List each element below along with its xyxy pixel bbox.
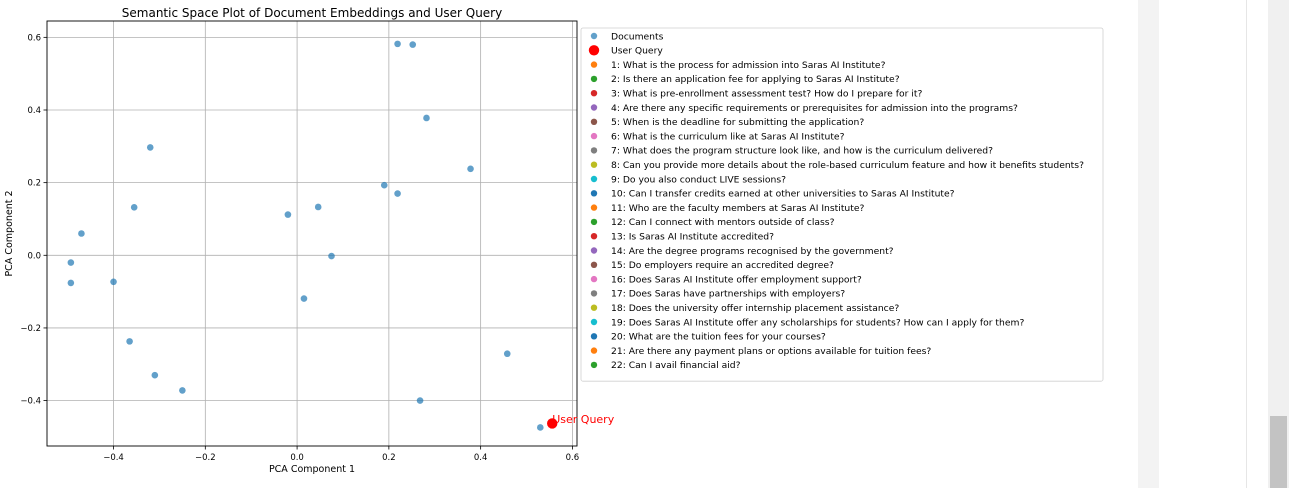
panel-gutter xyxy=(1138,0,1159,488)
x-axis-label: PCA Component 1 xyxy=(269,464,355,475)
user-query-annotation: User Query xyxy=(552,413,614,426)
document-point xyxy=(151,371,159,379)
document-point xyxy=(67,259,75,266)
legend-marker xyxy=(590,75,598,83)
legend-marker xyxy=(590,161,598,168)
legend-entry-label: 11: Who are the faculty members at Saras… xyxy=(611,203,865,214)
y-axis-label: PCA Component 2 xyxy=(4,190,15,276)
legend-marker xyxy=(590,204,598,211)
legend-entry-label: User Query xyxy=(611,46,663,57)
x-tick-label: 0.6 xyxy=(566,453,580,463)
legend-marker xyxy=(590,318,598,326)
y-tick-label: 0.2 xyxy=(27,179,41,189)
legend-marker xyxy=(590,104,598,111)
legend-marker xyxy=(590,247,598,254)
document-point xyxy=(146,144,154,151)
legend-entry-label: 3: What is pre-enrollment assessment tes… xyxy=(611,89,922,100)
document-point xyxy=(409,41,417,48)
legend-marker xyxy=(590,118,598,126)
legend-entry-label: 15: Do employers require an accredited d… xyxy=(611,260,834,271)
legend-entry-label: 5: When is the deadline for submitting t… xyxy=(611,117,864,128)
legend-marker xyxy=(588,45,600,56)
legend-marker xyxy=(590,132,598,140)
document-point xyxy=(467,165,474,173)
document-point xyxy=(328,252,335,260)
legend-entry-label: 18: Does the university offer internship… xyxy=(611,303,899,314)
y-tick-label: 0.4 xyxy=(27,106,41,116)
y-tick-label: −0.4 xyxy=(20,397,41,407)
document-point xyxy=(126,338,133,345)
axis-ticks: −0.4 −0.2 0.0 0.2 0.4 0.6 −0.4 −0.2 0.0 0.2 0.4 0.6 xyxy=(20,33,579,463)
legend-entry-label: 17: Does Saras have partnerships with em… xyxy=(611,289,845,300)
panel-divider xyxy=(1246,0,1247,488)
x-tick-label: −0.4 xyxy=(103,453,124,463)
legend-entry-label: 9: Do you also conduct LIVE sessions? xyxy=(611,174,786,185)
legend-entry-label: 4: Are there any specific requirements o… xyxy=(611,103,1018,114)
legend-entry-label: Documents xyxy=(611,31,664,42)
legend-entry-label: 1: What is the process for admission int… xyxy=(611,60,886,71)
grid-lines xyxy=(47,21,577,446)
legend-marker xyxy=(590,333,598,340)
legend-entry-label: 16: Does Saras AI Institute offer employ… xyxy=(611,274,862,285)
document-point xyxy=(423,114,430,122)
document-point xyxy=(284,211,292,218)
document-point xyxy=(130,204,138,211)
document-point xyxy=(67,279,75,287)
document-point xyxy=(503,350,511,358)
plot-area-frame xyxy=(46,20,578,447)
legend-box xyxy=(580,27,1104,382)
document-point xyxy=(416,397,424,404)
x-tick-label: −0.2 xyxy=(195,453,216,463)
document-point xyxy=(380,181,388,189)
legend-entry-label: 21: Are there any payment plans or optio… xyxy=(611,346,931,357)
legend-entry-label: 14: Are the degree programs recognised b… xyxy=(611,246,894,257)
legend-entry-label: 8: Can you provide more details about th… xyxy=(611,160,1084,171)
legend-marker xyxy=(590,233,598,240)
x-tick-label: 0.2 xyxy=(382,453,396,463)
document-point xyxy=(536,424,544,431)
vertical-scrollbar[interactable] xyxy=(1268,0,1289,488)
user-query-point xyxy=(547,418,558,429)
chart-title: Semantic Space Plot of Document Embeddin… xyxy=(122,6,502,20)
document-point xyxy=(394,190,401,197)
x-tick-label: 0.4 xyxy=(474,453,488,463)
legend-entry-label: 12: Can I connect with mentors outside o… xyxy=(611,217,835,228)
data-points xyxy=(67,40,558,431)
legend-marker xyxy=(590,275,598,283)
legend-entry-label: 6: What is the curriculum like at Saras … xyxy=(611,131,845,142)
document-point xyxy=(300,295,308,302)
legend-marker xyxy=(590,361,598,369)
y-tick-label: 0.0 xyxy=(27,251,41,261)
legend-marker xyxy=(590,347,598,354)
y-tick-label: −0.2 xyxy=(20,324,41,334)
legend-entry-label: 19: Does Saras AI Institute offer any sc… xyxy=(611,317,1024,328)
legend-entry-label: 20: What are the tuition fees for your c… xyxy=(611,332,826,343)
y-tick-label: 0.6 xyxy=(27,33,41,43)
document-point xyxy=(110,278,117,286)
scrollbar-thumb[interactable] xyxy=(1270,416,1287,488)
x-tick-label: 0.0 xyxy=(290,453,304,463)
legend-marker xyxy=(590,261,598,268)
legend-marker xyxy=(590,290,598,297)
legend-entry-label: 22: Can I avail financial aid? xyxy=(611,360,741,371)
legend-marker xyxy=(590,304,598,311)
document-point xyxy=(179,387,186,394)
legend-entry-label: 2: Is there an application fee for apply… xyxy=(611,74,900,85)
legend-marker xyxy=(590,218,598,226)
legend-entry-label: 10: Can I transfer credits earned at oth… xyxy=(611,189,955,200)
document-point xyxy=(314,203,322,211)
legend-entry-label: 13: Is Saras AI Institute accredited? xyxy=(611,232,774,243)
legend-marker xyxy=(590,90,598,97)
legend-marker xyxy=(590,32,598,40)
legend-marker xyxy=(590,61,598,68)
document-point xyxy=(78,230,85,237)
legend: Documents User Query 1: What is the proces… xyxy=(580,27,1104,382)
legend-entry-label: 7: What does the program structure look … xyxy=(611,146,993,157)
legend-marker xyxy=(590,190,598,197)
legend-marker xyxy=(590,147,598,154)
document-point xyxy=(394,40,401,48)
legend-marker xyxy=(590,175,598,183)
